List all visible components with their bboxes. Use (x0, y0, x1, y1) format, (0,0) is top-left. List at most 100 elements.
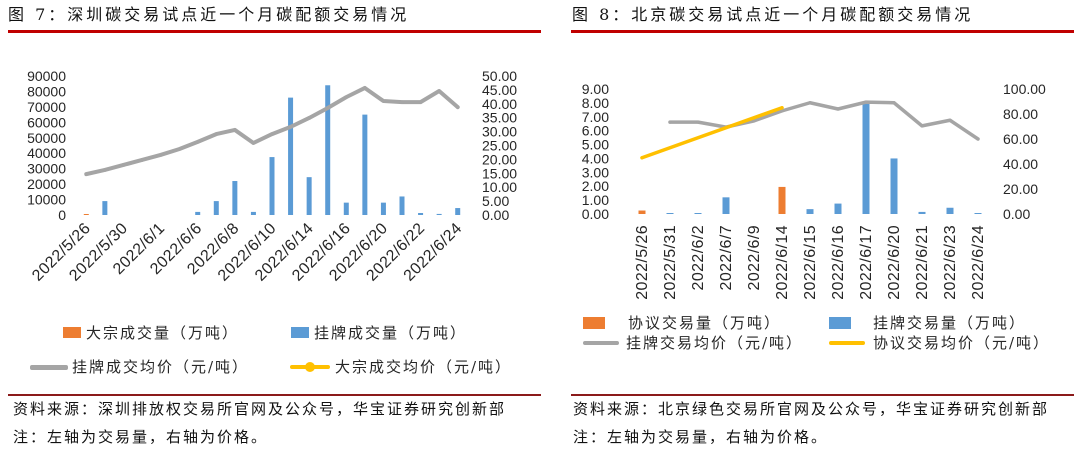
listed-avg-price-point (103, 168, 107, 172)
listed-volume-bar (343, 202, 349, 215)
listed-volume-bar (213, 201, 219, 215)
x-axis-tick-label: 2022/5/31 (662, 225, 679, 300)
agreement-volume-bar (638, 210, 646, 214)
listed-volume-bar (722, 197, 730, 214)
legend-label-agreement-avg-price: 协议交易均价（元/吨） (873, 334, 1051, 352)
listed-volume-bar (362, 114, 368, 215)
right-axis-tick-label: 20.00 (482, 151, 517, 167)
agreement-avg-price-point (640, 156, 644, 160)
right-axis-tick-label: 0.00 (1003, 206, 1030, 222)
legend-label-agreement-volume: 协议交易量（万吨） (628, 314, 782, 332)
beijing-trading-chart: 0.001.002.003.004.005.006.007.008.009.00… (582, 81, 1046, 300)
left-axis-tick-label: 7.00 (582, 109, 609, 125)
agreement-avg-price-line (640, 106, 784, 160)
listed-avg-price-point (808, 101, 812, 105)
listed-avg-price-point (363, 86, 367, 90)
listed-avg-price-point (696, 120, 700, 124)
left-axis-tick-label: 3.00 (582, 164, 609, 180)
left-axis-tick-label: 1.00 (582, 192, 609, 208)
legend-line-listed-avg-price (583, 341, 619, 345)
source-text: 资料来源：深圳排放权交易所官网及公众号，华宝证券研究创新部 (13, 400, 507, 418)
listed-avg-price-point (177, 147, 181, 151)
shenzhen-trading-chart: 0100002000030000400005000060000700008000… (27, 68, 517, 285)
left-axis-tick-label: 40000 (27, 145, 66, 161)
x-axis-tick-label: 2022/6/16 (830, 225, 847, 300)
legend-line-listed-avg-price (30, 365, 68, 370)
listed-avg-price-point (288, 125, 293, 129)
right-axis-tick-label: 15.00 (482, 165, 517, 181)
x-axis-tick-label: 2022/6/2 (690, 225, 707, 290)
right-axis-tick-label: 40.00 (1003, 156, 1038, 172)
legend-marker-dot (305, 362, 315, 372)
charts-canvas: 0100002000030000400005000060000700008000… (27, 68, 1046, 300)
chart-title-beijing: 图 8：北京碳交易试点近一个月碳配额交易情况 (572, 5, 974, 24)
x-axis-tick-label: 2022/6/17 (858, 225, 875, 300)
left-axis-tick-label: 9.00 (582, 81, 609, 97)
x-axis-tick-label: 2022/6/24 (970, 225, 987, 300)
listed-volume-bar (974, 213, 982, 214)
right-axis-tick-label: 20.00 (1003, 181, 1038, 197)
listed-avg-price-point (84, 172, 89, 176)
left-axis-tick-label: 10000 (27, 192, 66, 208)
right-axis-tick-label: 10.00 (482, 179, 517, 195)
listed-avg-price-point (344, 95, 349, 99)
listed-volume-bar (918, 211, 926, 214)
legend-line-agreement-avg-price (829, 341, 865, 345)
listed-avg-price-point (140, 158, 144, 162)
listed-avg-price-point (195, 140, 200, 144)
legend-label-listed-avg-price: 挂牌交易均价（元/吨） (626, 334, 804, 352)
bulk-volume-bar (83, 214, 89, 215)
listed-volume-bar (694, 213, 702, 214)
listed-avg-price-point (780, 109, 784, 113)
x-axis-tick-label: 2022/6/20 (886, 225, 903, 300)
listed-avg-price-point (864, 100, 868, 104)
source-text: 资料来源：北京绿色交易所官网及公众号，华宝证券研究创新部 (573, 400, 1050, 418)
left-axis-tick-label: 5.00 (582, 137, 609, 153)
x-axis-tick-label: 2022/5/26 (634, 225, 651, 300)
listed-avg-price-point (455, 105, 460, 109)
listed-volume-bar (325, 85, 331, 216)
x-axis-tick-label: 2022/6/7 (718, 225, 735, 290)
listed-avg-price-point (437, 89, 441, 93)
left-axis-tick-label: 0.00 (582, 206, 609, 222)
right-axis-tick-label: 0.00 (482, 207, 509, 223)
title-rule (571, 30, 1074, 33)
left-axis-tick-label: 50000 (27, 130, 66, 146)
listed-volume-bar (232, 181, 238, 215)
listed-avg-price-point (418, 100, 423, 104)
legend-swatch-bulk-volume (63, 327, 81, 338)
right-axis-tick-label: 100.00 (1003, 81, 1046, 97)
listed-avg-price-point (158, 153, 163, 157)
left-axis-tick-label: 70000 (27, 99, 66, 115)
listed-avg-price-point (121, 163, 126, 167)
listed-volume-bar (306, 177, 312, 215)
left-axis-tick-label: 4.00 (582, 150, 609, 166)
listed-volume-bar (399, 196, 405, 215)
note-text: 注：左轴为交易量，右轴为价格。 (13, 428, 269, 446)
listed-avg-price-point (251, 141, 256, 145)
left-axis-tick-label: 6.00 (582, 123, 609, 139)
left-axis-tick-label: 30000 (27, 161, 66, 177)
right-axis-tick-label: 30.00 (482, 124, 517, 140)
agreement-avg-price-point (780, 106, 784, 110)
chart-title-shenzhen: 图 7：深圳碳交易试点近一个月碳配额交易情况 (8, 5, 410, 24)
legend-swatch-agreement-volume (583, 317, 605, 329)
listed-volume-bar (455, 208, 461, 215)
x-axis-tick-label: 2022/6/21 (914, 225, 931, 300)
listed-avg-price-point (752, 119, 756, 123)
listed-volume-bar (436, 213, 442, 215)
legend-label-listed-volume: 挂牌成交量（万吨） (314, 324, 468, 342)
right-axis-tick-label: 50.00 (482, 68, 517, 84)
legend-label-listed-avg-price: 挂牌成交均价（元/吨） (72, 358, 250, 376)
x-axis-tick-label: 2022/6/14 (774, 225, 791, 300)
legend-label-bulk-avg-price: 大宗成交均价（元/吨） (335, 358, 513, 376)
listed-volume-bar (834, 203, 842, 214)
legend-label-listed-volume: 挂牌交易量（万吨） (873, 314, 1027, 332)
listed-avg-price-point (920, 124, 924, 128)
x-axis-tick-label: 2022/6/15 (802, 225, 819, 300)
left-axis-tick-label: 80000 (27, 83, 66, 99)
listed-volume-bar (862, 101, 870, 214)
footer-rule (8, 394, 541, 396)
listed-volume-bar (269, 157, 275, 215)
listed-volume-bar (250, 211, 256, 215)
